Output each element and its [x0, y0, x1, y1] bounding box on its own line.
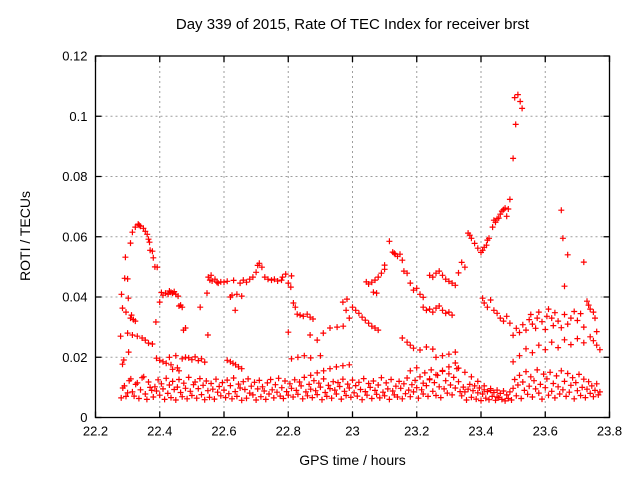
x-axis-label: GPS time / hours — [299, 452, 406, 468]
x-tick-label: 23 — [345, 424, 359, 439]
y-tick-label: 0.06 — [62, 229, 87, 244]
y-tick-label: 0.08 — [62, 169, 87, 184]
x-tick-label: 22.8 — [276, 424, 301, 439]
x-tick-label: 22.2 — [83, 424, 108, 439]
scatter-points — [117, 91, 603, 404]
y-tick-label: 0.02 — [62, 350, 87, 365]
chart-title: Day 339 of 2015, Rate Of TEC Index for r… — [175, 16, 530, 33]
x-tick-label: 22.4 — [147, 424, 172, 439]
grid-lines — [95, 56, 610, 418]
x-tick-label: 23.8 — [597, 424, 622, 439]
x-tick-label: 23.6 — [533, 424, 558, 439]
x-tick-label: 23.2 — [404, 424, 429, 439]
y-tick-label: 0.04 — [62, 290, 87, 305]
axis-ticks — [94, 55, 611, 419]
x-tick-label: 23.4 — [468, 424, 493, 439]
x-tick-label: 22.6 — [211, 424, 236, 439]
y-tick-label: 0 — [80, 410, 87, 425]
y-tick-label: 0.12 — [62, 49, 87, 64]
y-tick-label: 0.1 — [69, 109, 87, 124]
